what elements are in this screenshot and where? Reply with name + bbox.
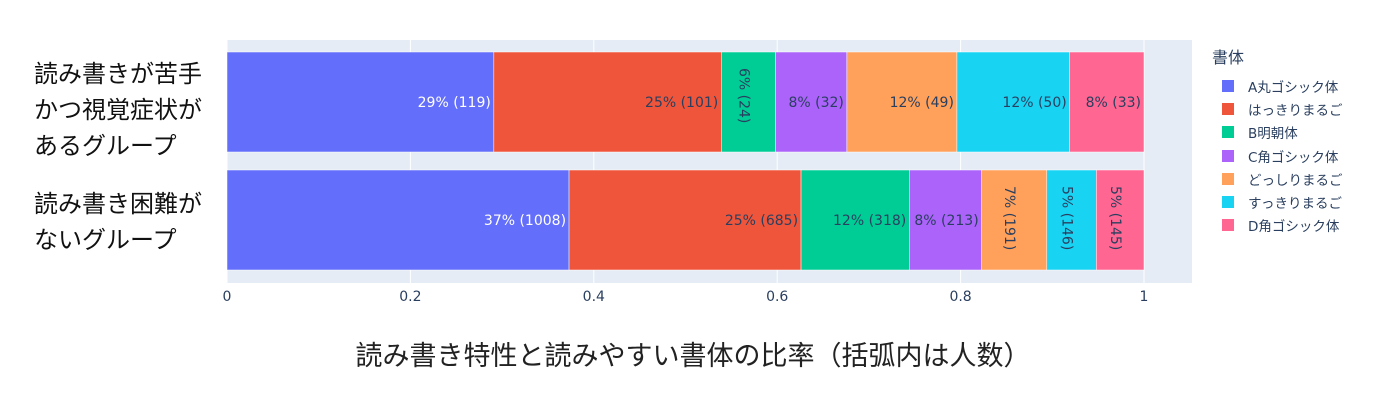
bar-label: 37% (1008) xyxy=(484,213,566,229)
legend-label: A丸ゴシック体 xyxy=(1248,79,1339,96)
legend-item[interactable]: C角ゴシック体 xyxy=(1212,144,1343,167)
legend-item[interactable]: D角ゴシック体 xyxy=(1212,214,1343,237)
x-axis-ticks: 0 0.2 0.4 0.6 0.8 1 xyxy=(223,289,1149,305)
x-tick-label: 0.4 xyxy=(583,289,605,305)
legend-label: B明朝体 xyxy=(1248,126,1298,143)
x-tick-label: 0.8 xyxy=(949,289,971,305)
bar-label: 7% (191) xyxy=(1001,186,1017,250)
bar-label: 5% (146) xyxy=(1059,186,1075,250)
category-label-0: 読み書きが苦手 かつ視覚症状が あるグループ xyxy=(34,60,202,160)
legend-swatch xyxy=(1222,126,1234,139)
bar-segment xyxy=(956,51,1070,153)
legend-item[interactable]: すっきりまるご xyxy=(1212,190,1343,213)
legend-swatch xyxy=(1222,196,1234,209)
bar-label: 25% (101) xyxy=(645,95,718,111)
legend-item[interactable]: はっきりまるご xyxy=(1212,97,1343,120)
chart-title: 読み書き特性と読みやすい書体の比率（括弧内は人数） xyxy=(355,341,1031,372)
bar-segment xyxy=(493,51,722,153)
legend-item[interactable]: どっしりまるご xyxy=(1212,167,1343,190)
bar-segment xyxy=(775,51,848,153)
bar-label: 8% (32) xyxy=(788,95,843,111)
bar-label: 6% (24) xyxy=(735,68,751,123)
category-label-1: 読み書き困難が ないグループ xyxy=(34,190,202,254)
x-tick-label: 1 xyxy=(1140,289,1149,305)
x-tick-label: 0.6 xyxy=(766,289,788,305)
legend-swatch xyxy=(1222,79,1234,92)
legend-label: C角ゴシック体 xyxy=(1248,149,1339,166)
bar-label: 25% (685) xyxy=(725,213,798,229)
bar-segment xyxy=(800,169,910,271)
bar-label: 12% (49) xyxy=(890,95,954,111)
legend-label: はっきりまるご xyxy=(1248,102,1343,119)
legend-label: どっしりまるご xyxy=(1248,172,1343,189)
x-tick-label: 0 xyxy=(223,289,232,305)
bar-segment xyxy=(568,169,802,271)
bar-labels: 29% (119) 25% (101) 6% (24) 8% (32) 12% (49)… xyxy=(418,68,1141,250)
legend-swatch xyxy=(1222,102,1234,115)
bar-label: 12% (50) xyxy=(1002,95,1066,111)
bar-segment xyxy=(721,51,776,153)
bar-segment xyxy=(1096,169,1145,271)
x-tick-label: 0.2 xyxy=(399,289,421,305)
bar-segment xyxy=(846,51,958,153)
legend: 書体 A丸ゴシック体 はっきりまるご B明朝体 C角ゴシック体 どっしりまるご すっきりま… xyxy=(1212,44,1343,237)
bar-segment xyxy=(226,169,570,271)
bar-segment xyxy=(1069,51,1145,153)
bar-label: 29% (119) xyxy=(418,95,491,111)
legend-label: D角ゴシック体 xyxy=(1248,219,1340,236)
bar-label: 5% (145) xyxy=(1107,186,1123,250)
legend-swatch xyxy=(1222,149,1234,162)
legend-item[interactable]: A丸ゴシック体 xyxy=(1212,74,1343,97)
bar-segment xyxy=(1046,169,1097,271)
bar-label: 8% (33) xyxy=(1086,95,1141,111)
legend-swatch xyxy=(1222,219,1234,232)
bar-segment xyxy=(908,169,982,271)
bar-label: 8% (213) xyxy=(914,213,978,229)
legend-swatch xyxy=(1222,172,1234,185)
legend-title: 書体 xyxy=(1212,48,1245,67)
bar-label: 12% (318) xyxy=(833,213,906,229)
legend-label: すっきりまるご xyxy=(1248,196,1342,213)
bars xyxy=(226,51,1145,271)
legend-item[interactable]: B明朝体 xyxy=(1212,121,1343,144)
